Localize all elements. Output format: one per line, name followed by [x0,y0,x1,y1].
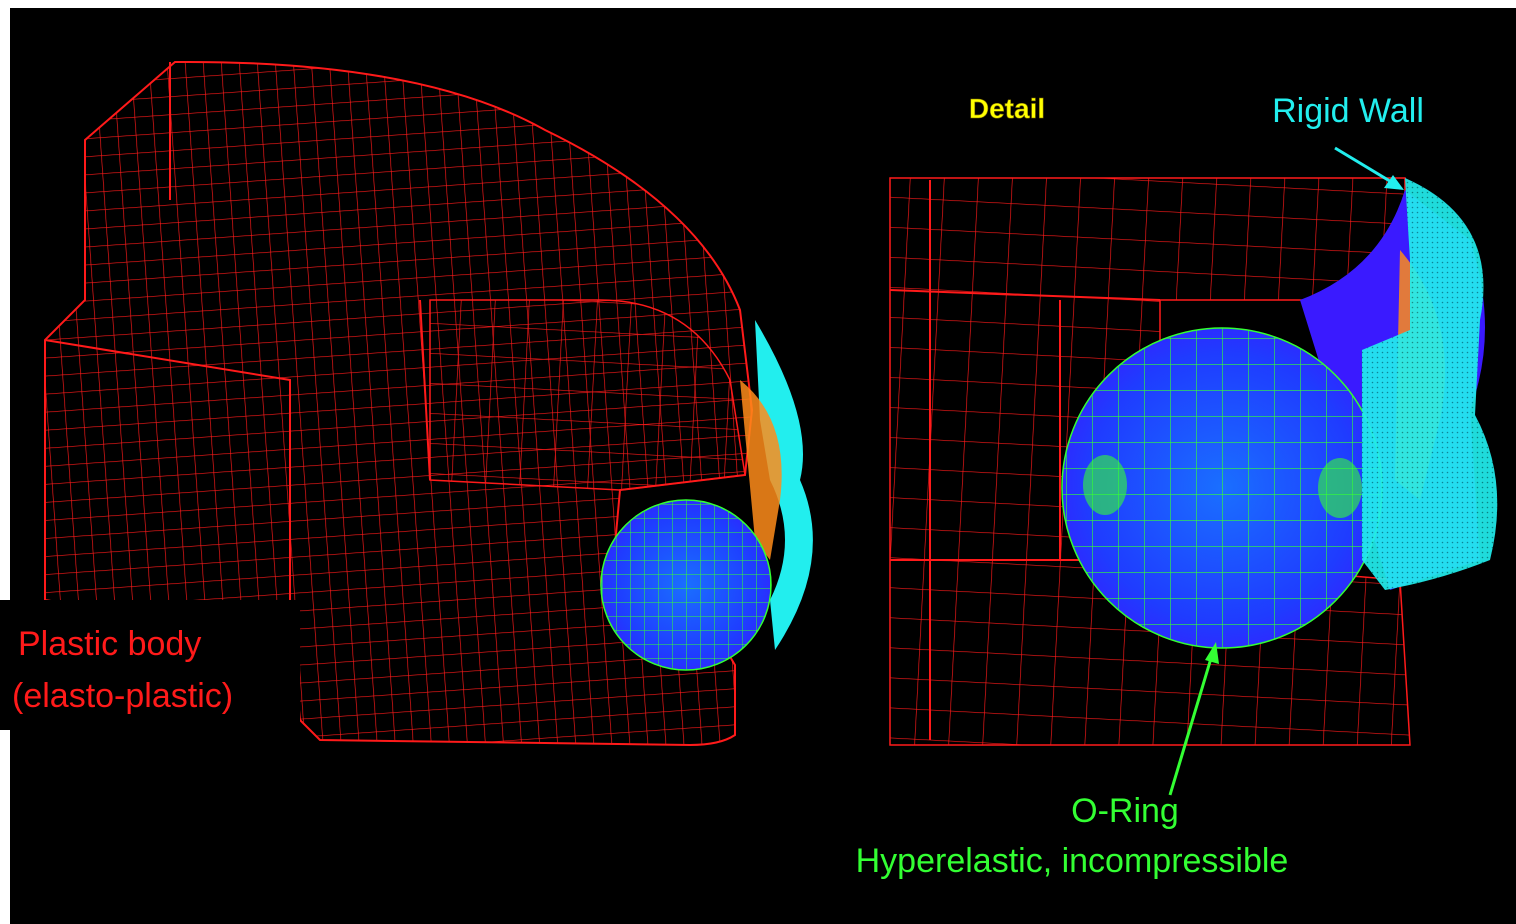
rigid-wall-label: Rigid Wall [1272,92,1424,130]
mesh-refine-right [1318,458,1362,518]
frame-left [0,0,10,600]
frame-left-lower [0,730,10,924]
mesh-refine-left [1083,455,1127,515]
o-ring-mesh-left [601,500,771,670]
o-ring-label: O-Ring [1071,792,1179,830]
fem-illustration: Detail Rigid Wall Plastic body (elasto-p… [0,0,1516,924]
detail-label: Detail [969,93,1045,124]
frame-top [0,0,1516,8]
o-ring-sublabel: Hyperelastic, incompressible [856,842,1289,880]
plastic-body-label: Plastic body [18,625,201,663]
detail-view [890,178,1497,745]
plastic-body-sublabel: (elasto-plastic) [12,677,233,715]
page: {"detail_label": "Detail", "rigid_wall_l… [0,0,1516,924]
